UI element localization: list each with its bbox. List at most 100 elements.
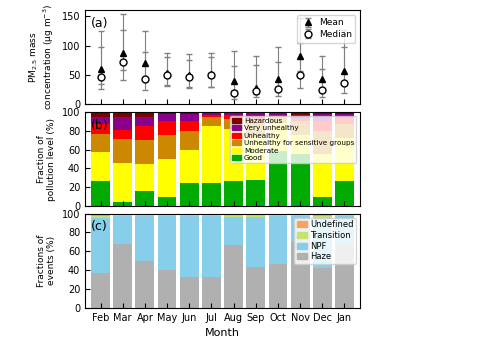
Bar <box>91 153 110 181</box>
Bar <box>313 214 332 215</box>
Bar <box>246 137 265 180</box>
Bar <box>313 131 332 154</box>
Bar <box>136 112 154 117</box>
Bar <box>114 139 132 163</box>
Bar <box>180 277 199 308</box>
Bar <box>136 261 154 308</box>
Bar <box>246 218 265 267</box>
Bar <box>224 115 243 119</box>
Bar <box>224 112 243 113</box>
Bar <box>91 112 110 117</box>
Bar <box>158 112 176 114</box>
Text: (c): (c) <box>90 220 107 233</box>
Bar <box>136 191 154 206</box>
Bar <box>246 116 265 120</box>
Bar <box>158 135 176 159</box>
Bar <box>180 183 199 206</box>
Text: (b): (b) <box>90 119 108 132</box>
Bar <box>290 112 310 115</box>
Bar <box>290 115 310 119</box>
Bar <box>91 134 110 153</box>
Bar <box>224 181 243 206</box>
Bar <box>202 113 221 115</box>
Bar <box>290 215 310 242</box>
Legend: Undefined, Transition, NPF, Haze: Undefined, Transition, NPF, Haze <box>294 218 356 264</box>
Bar <box>224 245 243 308</box>
Y-axis label: Fractions of
events (%): Fractions of events (%) <box>37 235 56 287</box>
Text: (a): (a) <box>90 17 108 30</box>
Bar <box>290 214 310 215</box>
Bar <box>246 214 265 218</box>
Bar <box>202 115 221 117</box>
Bar <box>158 214 176 216</box>
Bar <box>180 214 199 215</box>
Bar <box>268 116 287 123</box>
Bar <box>202 112 221 113</box>
Bar <box>202 117 221 126</box>
Bar <box>114 117 132 130</box>
Bar <box>290 135 310 154</box>
Bar <box>313 197 332 206</box>
Bar <box>114 214 132 215</box>
Bar <box>268 214 287 216</box>
Bar <box>136 164 154 191</box>
Bar <box>268 113 287 115</box>
Bar <box>114 163 132 202</box>
Bar <box>114 215 132 244</box>
Bar <box>158 121 176 135</box>
Bar <box>290 121 310 135</box>
Bar <box>180 131 199 149</box>
Bar <box>91 273 110 308</box>
Bar <box>313 112 332 114</box>
Bar <box>268 115 287 116</box>
Bar <box>335 118 354 124</box>
Bar <box>246 267 265 308</box>
Bar <box>224 129 243 181</box>
Bar <box>91 216 110 218</box>
Bar <box>202 214 221 216</box>
Bar <box>180 114 199 121</box>
Bar <box>313 154 332 197</box>
Bar <box>202 277 221 308</box>
Bar <box>246 112 265 113</box>
Bar <box>158 159 176 197</box>
Bar <box>158 270 176 308</box>
Bar <box>290 154 310 206</box>
Bar <box>268 264 287 308</box>
Bar <box>91 218 110 273</box>
Bar <box>158 114 176 121</box>
Y-axis label: Fraction of
pollution level (%): Fraction of pollution level (%) <box>37 118 56 200</box>
Legend: Mean, Median: Mean, Median <box>297 15 356 43</box>
Bar <box>313 268 332 308</box>
Bar <box>202 183 221 206</box>
Bar <box>335 112 354 114</box>
Bar <box>335 138 354 181</box>
X-axis label: Month: Month <box>205 328 240 338</box>
Bar <box>335 124 354 138</box>
Bar <box>224 113 243 115</box>
Bar <box>136 117 154 126</box>
Bar <box>268 152 287 206</box>
Bar <box>114 112 132 117</box>
Bar <box>158 216 176 270</box>
Bar <box>268 216 287 264</box>
Bar <box>246 180 265 206</box>
Bar <box>268 123 287 152</box>
Bar <box>224 218 243 245</box>
Bar <box>313 218 332 268</box>
Bar <box>91 117 110 124</box>
Bar <box>91 124 110 134</box>
Bar <box>224 214 243 218</box>
Bar <box>180 149 199 183</box>
Bar <box>158 197 176 206</box>
Bar <box>268 112 287 113</box>
Bar <box>335 181 354 206</box>
Bar <box>114 244 132 308</box>
Bar <box>290 242 310 308</box>
Bar <box>91 214 110 216</box>
Bar <box>180 121 199 131</box>
Bar <box>313 121 332 131</box>
Bar <box>91 181 110 206</box>
Legend: Hazardous, Very unhealthy, Unhealthy, Unhealthy for sensitive groups, Moderate, : Hazardous, Very unhealthy, Unhealthy, Un… <box>230 116 356 163</box>
Bar <box>335 215 354 244</box>
